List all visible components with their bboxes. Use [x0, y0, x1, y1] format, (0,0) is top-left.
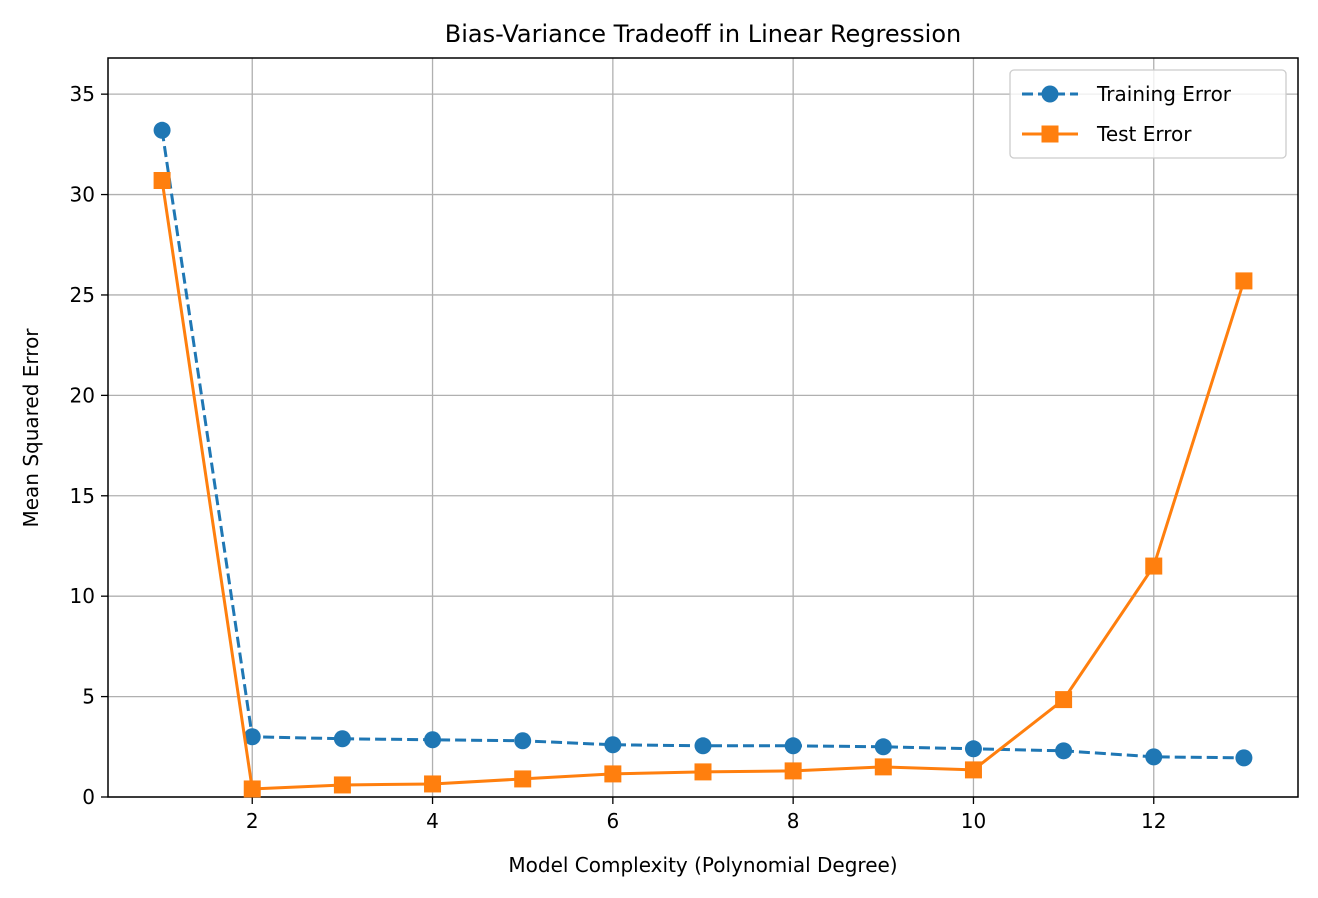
data-point — [153, 171, 171, 189]
data-point — [333, 730, 351, 748]
data-point — [1145, 557, 1163, 575]
x-axis-label: Model Complexity (Polynomial Degree) — [508, 853, 897, 877]
x-tick-label: 12 — [1141, 809, 1166, 833]
data-point — [243, 780, 261, 798]
data-point — [964, 740, 982, 758]
series — [153, 121, 1253, 798]
legend-marker — [1041, 125, 1059, 143]
series-training-error — [153, 121, 1253, 767]
data-point — [1235, 272, 1253, 290]
chart-title: Bias-Variance Tradeoff in Linear Regress… — [445, 20, 961, 48]
data-point — [1055, 691, 1073, 709]
data-point — [333, 776, 351, 794]
legend-label: Test Error — [1096, 122, 1192, 146]
data-point — [964, 761, 982, 779]
x-tick-label: 8 — [787, 809, 800, 833]
y-axis-label: Mean Squared Error — [19, 328, 43, 528]
data-point — [874, 738, 892, 756]
data-point — [694, 737, 712, 755]
data-point — [243, 728, 261, 746]
x-tick-label: 4 — [426, 809, 439, 833]
legend-box — [1009, 69, 1287, 159]
legend-label: Training Error — [1096, 82, 1232, 106]
legend: Training Error Test Error — [1009, 69, 1287, 159]
y-tick-label: 30 — [70, 183, 95, 207]
legend-marker — [1041, 85, 1059, 103]
grid — [108, 58, 1298, 798]
y-tick-label: 15 — [70, 484, 95, 508]
legend-entry: Test Error — [1022, 122, 1192, 146]
y-tick-label: 10 — [70, 584, 95, 608]
x-tick-label: 2 — [246, 809, 259, 833]
y-tick-label: 20 — [70, 383, 95, 407]
data-point — [153, 121, 171, 139]
x-tick-label: 10 — [961, 809, 986, 833]
data-point — [1145, 748, 1163, 766]
data-point — [874, 758, 892, 776]
x-tick-label: 6 — [606, 809, 619, 833]
data-point — [604, 736, 622, 754]
axis-ticks: 2 4 6 8 10 12 0 5 10 15 20 25 30 35 — [70, 82, 1167, 833]
data-point — [1235, 749, 1253, 767]
data-point — [784, 737, 802, 755]
plot-area-frame — [107, 57, 1299, 798]
series-test-error — [153, 171, 1253, 798]
data-point — [424, 775, 442, 793]
data-point — [604, 765, 622, 783]
data-point — [1055, 742, 1073, 760]
y-tick-label: 35 — [70, 82, 95, 106]
data-point — [514, 732, 532, 750]
y-tick-label: 25 — [70, 283, 95, 307]
data-point — [784, 762, 802, 780]
legend-entry: Training Error — [1022, 82, 1232, 106]
data-point — [514, 770, 532, 788]
data-point — [694, 763, 712, 781]
data-point — [424, 731, 442, 749]
y-tick-label: 0 — [82, 785, 95, 809]
y-tick-label: 5 — [82, 685, 95, 709]
